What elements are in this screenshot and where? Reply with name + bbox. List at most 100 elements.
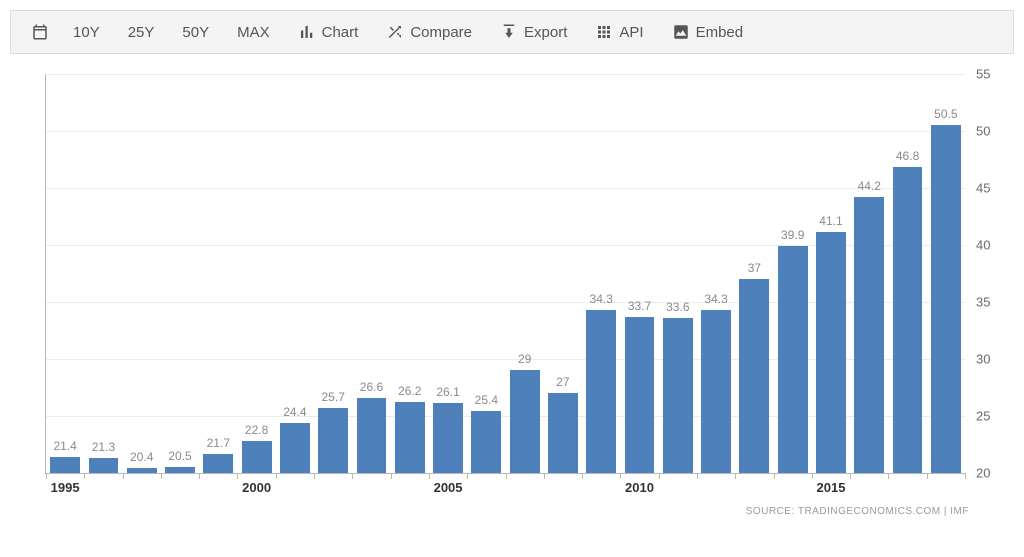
- bar-value-label: 33.6: [666, 300, 689, 314]
- bar[interactable]: [395, 402, 425, 473]
- bar-value-label: 21.4: [53, 439, 76, 453]
- y-tick-label: 30: [976, 352, 1006, 367]
- bar[interactable]: [701, 310, 731, 473]
- x-tick-mark: [506, 473, 507, 479]
- x-tick-label: 2015: [817, 480, 846, 495]
- x-tick-mark: [965, 473, 966, 479]
- x-tick-mark: [46, 473, 47, 479]
- bar[interactable]: [625, 317, 655, 473]
- x-tick-mark: [697, 473, 698, 479]
- bar-value-label: 21.3: [92, 440, 115, 454]
- y-tick-label: 35: [976, 295, 1006, 310]
- x-tick-mark: [123, 473, 124, 479]
- embed-button[interactable]: Embed: [658, 17, 758, 47]
- x-tick-mark: [237, 473, 238, 479]
- range-25y[interactable]: 25Y: [114, 18, 169, 47]
- bar[interactable]: [816, 232, 846, 473]
- bar-value-label: 34.3: [590, 292, 613, 306]
- bar-value-label: 26.6: [360, 380, 383, 394]
- bar[interactable]: [318, 408, 348, 473]
- x-tick-label: 2010: [625, 480, 654, 495]
- gridline: [46, 131, 965, 132]
- bar-value-label: 46.8: [896, 149, 919, 163]
- x-tick-mark: [84, 473, 85, 479]
- bar[interactable]: [242, 441, 272, 473]
- x-tick-mark: [391, 473, 392, 479]
- download-icon: [500, 23, 518, 41]
- bar[interactable]: [357, 398, 387, 473]
- x-tick-mark: [429, 473, 430, 479]
- bar[interactable]: [89, 458, 119, 473]
- x-tick-mark: [582, 473, 583, 479]
- y-tick-label: 25: [976, 409, 1006, 424]
- x-tick-mark: [467, 473, 468, 479]
- bar-value-label: 44.2: [858, 179, 881, 193]
- button-label: Embed: [696, 24, 744, 41]
- bar[interactable]: [739, 279, 769, 473]
- button-label: Chart: [322, 24, 359, 41]
- bar-value-label: 26.2: [398, 384, 421, 398]
- bar[interactable]: [510, 370, 540, 473]
- calendar-button[interactable]: [21, 17, 59, 47]
- bar[interactable]: [471, 411, 501, 473]
- button-label: API: [619, 24, 643, 41]
- y-tick-label: 55: [976, 67, 1006, 82]
- bar[interactable]: [433, 403, 463, 473]
- bar[interactable]: [280, 423, 310, 473]
- bar-value-label: 25.7: [322, 390, 345, 404]
- button-label: Compare: [410, 24, 472, 41]
- range-label: 10Y: [73, 24, 100, 41]
- chart-button[interactable]: Chart: [284, 17, 373, 47]
- bar-value-label: 20.5: [168, 449, 191, 463]
- y-tick-label: 20: [976, 466, 1006, 481]
- bar[interactable]: [931, 125, 961, 473]
- gridline: [46, 188, 965, 189]
- bar-chart-icon: [298, 23, 316, 41]
- bar-value-label: 41.1: [819, 214, 842, 228]
- source-attribution: SOURCE: TRADINGECONOMICS.COM | IMF: [746, 506, 969, 517]
- x-tick-mark: [352, 473, 353, 479]
- bar-value-label: 20.4: [130, 450, 153, 464]
- compare-button[interactable]: Compare: [372, 17, 486, 47]
- range-label: MAX: [237, 24, 270, 41]
- bar[interactable]: [165, 467, 195, 473]
- bar[interactable]: [50, 457, 80, 473]
- x-tick-mark: [927, 473, 928, 479]
- y-tick-label: 45: [976, 181, 1006, 196]
- bar-value-label: 26.1: [436, 385, 459, 399]
- bar-value-label: 25.4: [475, 393, 498, 407]
- gridline: [46, 74, 965, 75]
- bar[interactable]: [893, 167, 923, 473]
- bar[interactable]: [586, 310, 616, 473]
- button-label: Export: [524, 24, 567, 41]
- bar[interactable]: [203, 454, 233, 473]
- bar-value-label: 34.3: [704, 292, 727, 306]
- range-50y[interactable]: 50Y: [168, 18, 223, 47]
- bar[interactable]: [127, 468, 157, 473]
- x-tick-mark: [314, 473, 315, 479]
- bar[interactable]: [548, 393, 578, 473]
- x-tick-mark: [812, 473, 813, 479]
- bar[interactable]: [778, 246, 808, 473]
- range-10y[interactable]: 10Y: [59, 18, 114, 47]
- api-button[interactable]: API: [581, 17, 657, 47]
- x-tick-mark: [774, 473, 775, 479]
- x-tick-label: 2000: [242, 480, 271, 495]
- bar-value-label: 37: [748, 261, 761, 275]
- range-label: 25Y: [128, 24, 155, 41]
- range-max[interactable]: MAX: [223, 18, 284, 47]
- x-tick-mark: [888, 473, 889, 479]
- calendar-icon: [31, 23, 49, 41]
- bar[interactable]: [854, 197, 884, 473]
- bar[interactable]: [663, 318, 693, 473]
- y-tick-label: 50: [976, 124, 1006, 139]
- x-tick-label: 1995: [51, 480, 80, 495]
- image-icon: [672, 23, 690, 41]
- x-tick-mark: [544, 473, 545, 479]
- x-tick-mark: [735, 473, 736, 479]
- bar-value-label: 24.4: [283, 405, 306, 419]
- export-button[interactable]: Export: [486, 17, 581, 47]
- x-tick-mark: [199, 473, 200, 479]
- x-tick-label: 2005: [434, 480, 463, 495]
- range-label: 50Y: [182, 24, 209, 41]
